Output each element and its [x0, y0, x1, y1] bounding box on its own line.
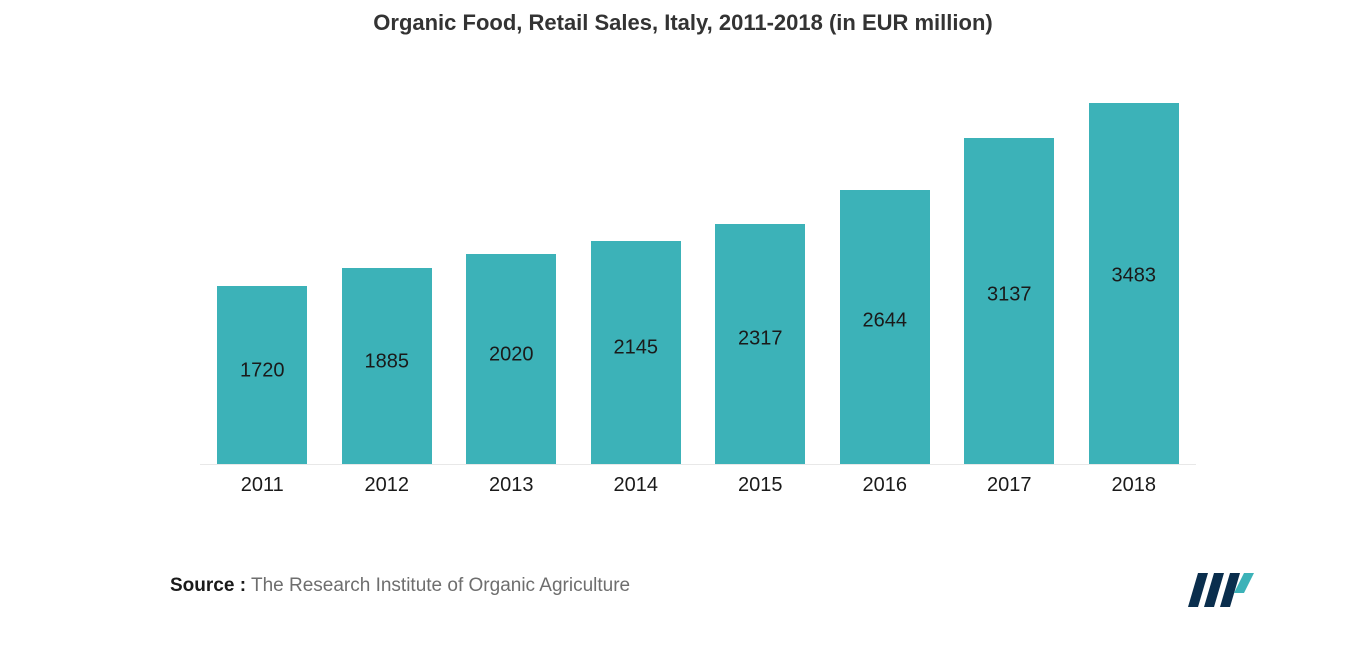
bar-slot: 34832018	[1072, 80, 1197, 464]
chart-container: Organic Food, Retail Sales, Italy, 2011-…	[0, 0, 1366, 655]
bar: 2145	[591, 241, 681, 464]
x-axis-label: 2011	[241, 474, 284, 497]
chart-title: Organic Food, Retail Sales, Italy, 2011-…	[0, 0, 1366, 36]
bar-value-label: 1720	[240, 360, 285, 383]
bar-value-label: 2317	[738, 327, 783, 350]
x-axis-label: 2018	[1112, 474, 1157, 497]
bar-slot: 17202011	[200, 80, 325, 464]
source-line: Source : The Research Institute of Organ…	[170, 575, 630, 597]
x-axis-label: 2012	[365, 474, 410, 497]
mordor-logo-icon	[1184, 563, 1256, 613]
x-axis-label: 2014	[614, 474, 659, 497]
bar-slot: 23172015	[698, 80, 823, 464]
bar-slot: 26442016	[823, 80, 948, 464]
bar: 1720	[217, 286, 307, 465]
bar: 3483	[1089, 103, 1179, 464]
x-axis-label: 2013	[489, 474, 534, 497]
bar: 2317	[715, 224, 805, 464]
bar-value-label: 3137	[987, 283, 1032, 306]
bars-group: 1720201118852012202020132145201423172015…	[200, 80, 1196, 464]
bar-value-label: 3483	[1112, 265, 1157, 288]
bar: 3137	[964, 138, 1054, 464]
bar: 2020	[466, 254, 556, 464]
bar-value-label: 1885	[365, 351, 410, 374]
bar-slot: 31372017	[947, 80, 1072, 464]
x-axis-label: 2015	[738, 474, 783, 497]
bar-slot: 20202013	[449, 80, 574, 464]
source-label: Source :	[170, 575, 246, 596]
bar: 2644	[840, 190, 930, 464]
x-axis-label: 2016	[863, 474, 908, 497]
plot-area: 1720201118852012202020132145201423172015…	[200, 80, 1196, 465]
bar: 1885	[342, 268, 432, 464]
source-text: The Research Institute of Organic Agricu…	[251, 575, 630, 596]
bar-slot: 21452014	[574, 80, 699, 464]
bar-value-label: 2644	[863, 310, 908, 333]
bar-slot: 18852012	[325, 80, 450, 464]
bar-value-label: 2020	[489, 343, 534, 366]
x-axis-label: 2017	[987, 474, 1032, 497]
brand-logo	[1184, 563, 1256, 613]
bar-value-label: 2145	[614, 337, 659, 360]
